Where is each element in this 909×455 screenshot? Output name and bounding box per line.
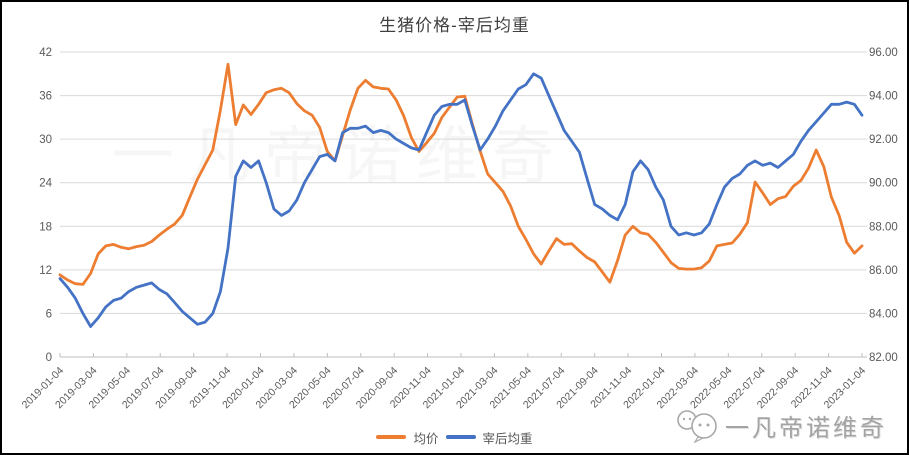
legend: 均价 宰后均重	[2, 428, 907, 446]
right-axis-tick-label: 94.00	[869, 91, 898, 103]
chart-title: 生猪价格-宰后均重	[379, 16, 530, 35]
right-axis-tick-label: 88.00	[869, 221, 898, 233]
corner-watermark-text: 一凡帝诺维奇	[725, 414, 887, 442]
left-axis-tick-label: 12	[39, 265, 52, 277]
legend-label-avg-price: 均价	[413, 431, 439, 446]
left-axis-tick-label: 6	[46, 308, 52, 320]
left-axis-tick-label: 18	[39, 221, 52, 233]
left-axis-tick-label: 36	[39, 91, 52, 103]
corner-watermark: 一凡帝诺维奇	[674, 407, 887, 443]
right-axis-tick-label: 84.00	[869, 308, 898, 320]
right-axis-tick-label: 92.00	[869, 134, 898, 146]
legend-label-carcass-weight: 宰后均重	[482, 431, 533, 446]
left-axis-tick-label: 24	[39, 178, 52, 190]
series-line-avg-price	[58, 62, 864, 286]
left-axis-tick-label: 0	[46, 352, 52, 364]
right-axis-tick-label: 82.00	[869, 352, 898, 364]
series-line-carcass-weight	[58, 72, 864, 328]
right-axis-tick-label: 96.00	[869, 47, 898, 59]
chat-bubbles-icon	[677, 410, 717, 443]
right-axis-tick-label: 86.00	[869, 265, 898, 277]
left-axis-tick-label: 30	[39, 134, 52, 146]
legend-key-carcass-weight	[445, 435, 476, 439]
right-axis-tick-label: 90.00	[869, 178, 898, 190]
legend-key-avg-price	[376, 435, 407, 439]
left-axis-tick-label: 42	[39, 47, 52, 59]
